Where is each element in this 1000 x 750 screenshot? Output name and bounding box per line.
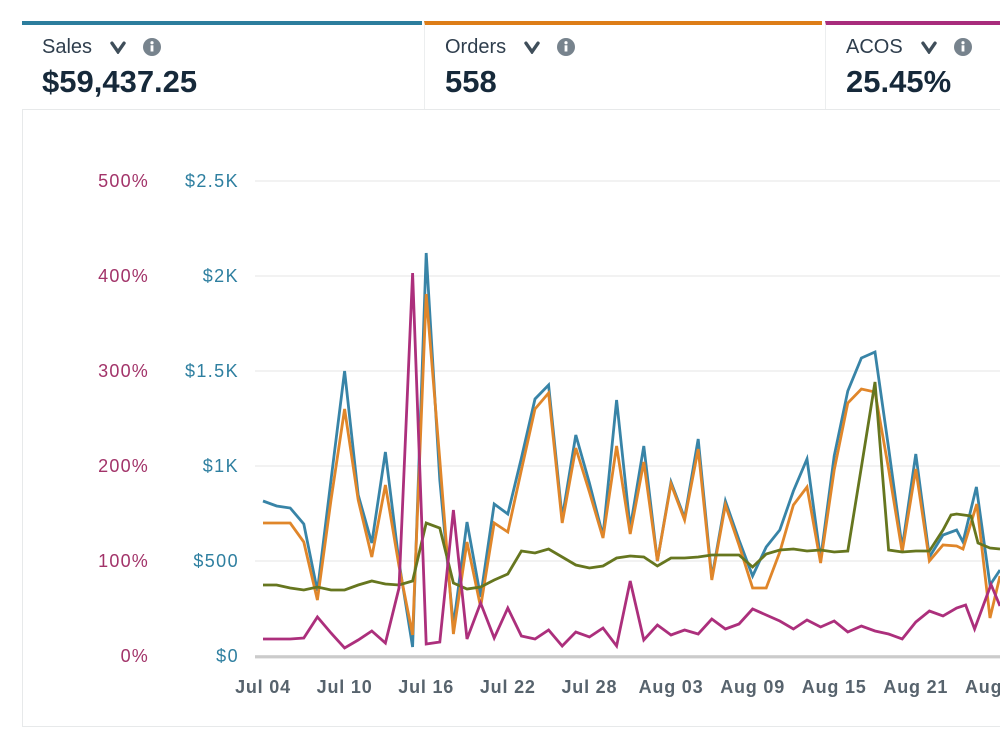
- svg-text:Aug 09: Aug 09: [720, 677, 785, 697]
- svg-text:$1.5K: $1.5K: [185, 361, 239, 381]
- svg-text:500%: 500%: [98, 171, 149, 191]
- svg-text:Jul 04: Jul 04: [235, 677, 291, 697]
- svg-text:$1K: $1K: [203, 456, 239, 476]
- svg-text:100%: 100%: [98, 551, 149, 571]
- svg-text:400%: 400%: [98, 266, 149, 286]
- svg-text:200%: 200%: [98, 456, 149, 476]
- svg-text:Jul 22: Jul 22: [480, 677, 536, 697]
- svg-text:Aug 03: Aug 03: [639, 677, 704, 697]
- svg-text:Aug 27: Aug 27: [965, 677, 1000, 697]
- svg-text:$0: $0: [216, 646, 239, 666]
- svg-text:$2.5K: $2.5K: [185, 171, 239, 191]
- svg-text:0%: 0%: [121, 646, 149, 666]
- svg-text:Aug 15: Aug 15: [802, 677, 867, 697]
- svg-text:$500: $500: [193, 551, 239, 571]
- svg-text:Aug 21: Aug 21: [883, 677, 948, 697]
- svg-text:$2K: $2K: [203, 266, 239, 286]
- svg-text:Jul 28: Jul 28: [561, 677, 617, 697]
- svg-text:300%: 300%: [98, 361, 149, 381]
- svg-text:Jul 10: Jul 10: [317, 677, 373, 697]
- svg-text:Jul 16: Jul 16: [398, 677, 454, 697]
